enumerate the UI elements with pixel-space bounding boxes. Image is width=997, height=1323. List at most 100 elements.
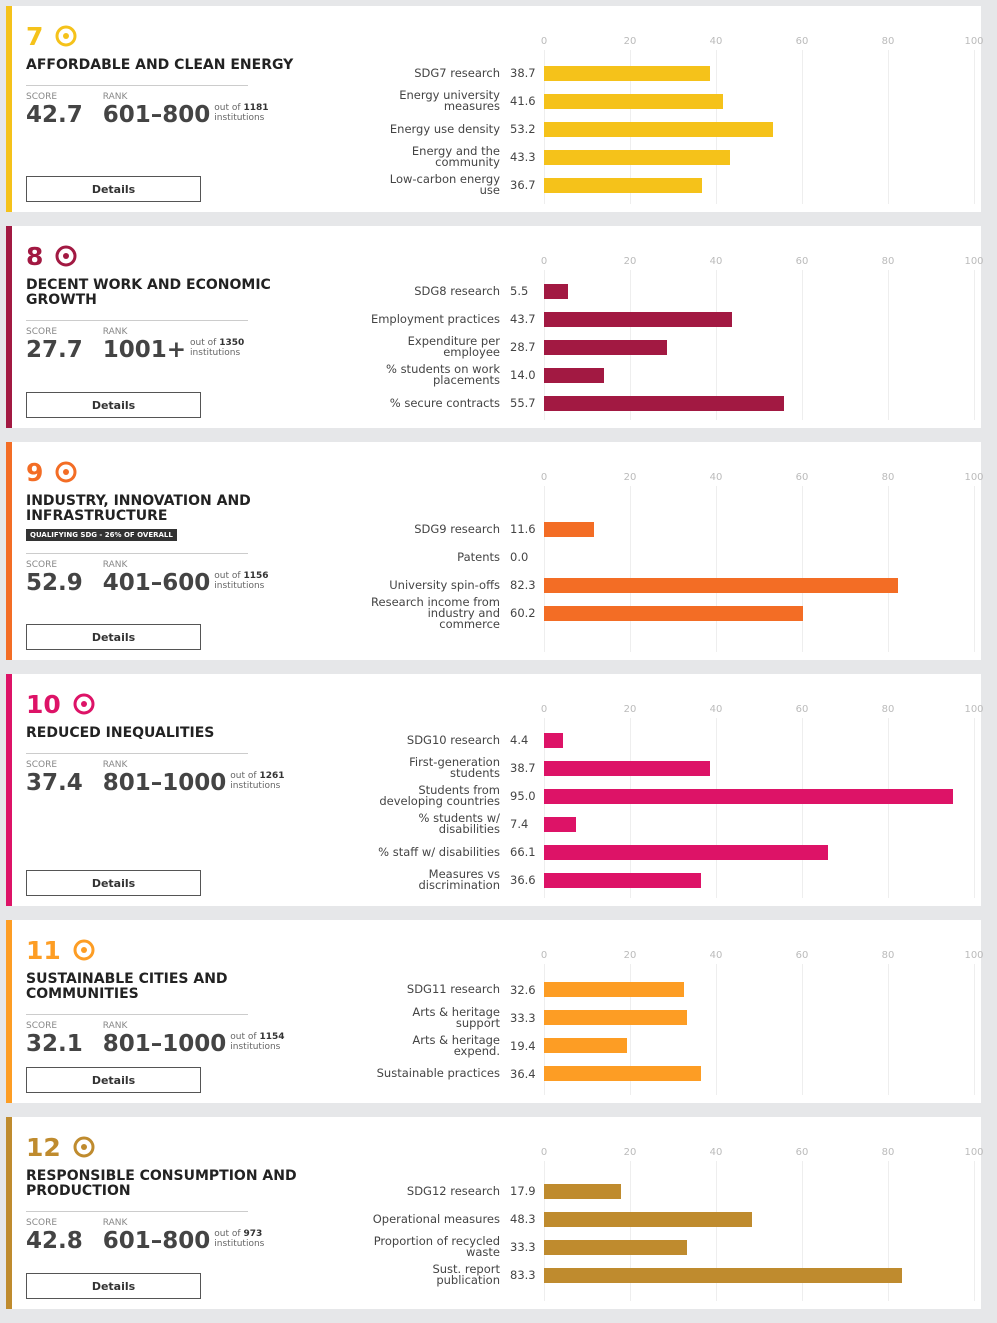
bar-chart: 0 20 40 60 80 100 SDG8 research 5.5 Employment p…: [366, 256, 984, 420]
rank-label: RANK: [102, 1218, 128, 1228]
bar-row: Expenditure per employee 28.7: [366, 333, 981, 361]
x-tick-label: 100: [964, 704, 984, 715]
bar-chart: 0 20 40 60 80 100 SDG12 research 17.9 Operationa…: [366, 1147, 984, 1301]
bar: [544, 816, 576, 832]
sdg-heading: 10: [26, 688, 346, 720]
details-button[interactable]: Details: [26, 176, 201, 202]
score-block: SCORE 42.7: [26, 92, 83, 128]
sdg-card: 10 REDUCED INEQUALITIES SCORE 37.4 RANK 801–1…: [6, 674, 984, 906]
x-tick-label: 0: [540, 256, 548, 267]
x-tick-label: 20: [623, 704, 637, 715]
bar: [544, 732, 563, 748]
rank-block: RANK 1001+ out of 1350 institutions: [103, 327, 245, 363]
bar: [544, 605, 803, 621]
bar-chart: 0 20 40 60 80 100 SDG10 research 4.4 First-gener…: [366, 704, 984, 898]
grid-line: [630, 964, 631, 1095]
category-label: SDG7 research: [414, 65, 500, 80]
score-label: SCORE: [26, 760, 58, 770]
summary: 9 INDUSTRY, INNOVATION AND INFRASTRUCTURE…: [26, 456, 346, 650]
value-label: 0.0: [510, 550, 529, 564]
category-label: Energy use density: [389, 121, 500, 136]
x-tick-label: 20: [623, 256, 637, 267]
value-label: 17.9: [510, 1184, 536, 1198]
sdg-heading: 12: [26, 1131, 346, 1163]
value-label: 43.7: [510, 312, 536, 326]
category-label: Measures vs discrimination: [418, 867, 501, 892]
category-label: Arts & heritage support: [412, 1004, 500, 1030]
category-label: Operational measures: [372, 1211, 500, 1226]
x-tick-label: 0: [540, 472, 548, 483]
grid-line: [974, 1161, 975, 1301]
bar-row: Low-carbon energy use 36.7: [366, 171, 981, 199]
total: 1156: [243, 571, 269, 581]
divider: [26, 753, 248, 754]
bar-row: % secure contracts 55.7: [366, 389, 981, 417]
rank-row: 601–800 out of 973 institutions: [103, 1228, 265, 1254]
value-label: 38.7: [510, 66, 536, 80]
sdg-number: 10: [26, 689, 61, 719]
bar-row: Sust. report publication 83.3: [366, 1261, 981, 1289]
category-label: Employment practices: [370, 311, 500, 326]
grid-line: [716, 964, 717, 1095]
grid-line: [802, 50, 803, 204]
grid-line: [802, 718, 803, 898]
bar-track: [544, 1211, 974, 1227]
bar: [544, 177, 702, 193]
stats: SCORE 32.1 RANK 801–1000 out of 1154 institut…: [26, 1021, 346, 1057]
divider: [26, 85, 248, 86]
grid-line: [630, 718, 631, 898]
details-button[interactable]: Details: [26, 870, 201, 896]
x-tick-label: 60: [795, 256, 809, 267]
x-tick-label: 80: [881, 950, 895, 961]
bar-track: [544, 283, 974, 299]
bar: [544, 1239, 688, 1255]
category-label: Low-carbon energy use: [389, 172, 500, 197]
score-block: SCORE 32.1: [26, 1021, 83, 1057]
bar-track: [544, 311, 974, 327]
bar-row: Sustainable practices 36.4: [366, 1060, 981, 1088]
x-axis: 0 20 40 60 80 100: [541, 36, 984, 50]
category-label: % staff w/ disabilities: [378, 844, 500, 859]
x-tick-label: 0: [540, 704, 548, 715]
x-tick-label: 40: [709, 256, 723, 267]
category-label: Sust. report publication: [432, 1262, 500, 1287]
grid-line: [716, 1161, 717, 1301]
out-of: out of 1156 institutions: [214, 571, 268, 591]
bar-row: Energy and the community 43.3: [366, 143, 981, 171]
bar-row: Proportion of recycled waste 33.3: [366, 1233, 981, 1261]
sdg-number: 7: [26, 21, 44, 51]
bar-chart: 0 20 40 60 80 100 SDG11 research 32.6 Arts & her…: [366, 950, 984, 1095]
x-tick-label: 20: [623, 950, 637, 961]
bar-track: [544, 577, 974, 593]
x-tick-label: 40: [709, 472, 723, 483]
bar-row: SDG10 research 4.4: [366, 726, 981, 754]
value-label: 36.7: [510, 178, 536, 192]
category-label: First-generation students: [409, 755, 500, 780]
details-button[interactable]: Details: [26, 1067, 201, 1093]
bar-row: University spin-offs 82.3: [366, 571, 981, 599]
score: 27.7: [26, 337, 83, 363]
bar-track: [544, 1267, 974, 1283]
category-label: SDG9 research: [414, 521, 500, 536]
x-axis: 0 20 40 60 80 100: [540, 704, 984, 718]
category-label: SDG8 research: [414, 283, 500, 298]
bar: [544, 311, 732, 327]
details-button[interactable]: Details: [26, 1273, 201, 1299]
grid-line: [544, 964, 545, 1095]
x-tick-label: 80: [881, 1147, 895, 1158]
total: 1350: [219, 338, 245, 348]
bar-row: Patents 0.0: [366, 543, 981, 571]
sdg-icon: [55, 461, 77, 483]
value-label: 7.4: [510, 817, 529, 831]
rank-block: RANK 601–800 out of 973 institutions: [103, 1218, 265, 1254]
grid-line: [630, 1161, 631, 1301]
grid-line: [544, 718, 545, 898]
details-button[interactable]: Details: [26, 392, 201, 418]
grid-line: [888, 964, 889, 1095]
grid-line: [802, 964, 803, 1095]
value-label: 36.6: [510, 873, 536, 887]
details-button[interactable]: Details: [26, 624, 201, 650]
sdg-icon: [55, 25, 77, 47]
sdg-icon: [73, 693, 95, 715]
